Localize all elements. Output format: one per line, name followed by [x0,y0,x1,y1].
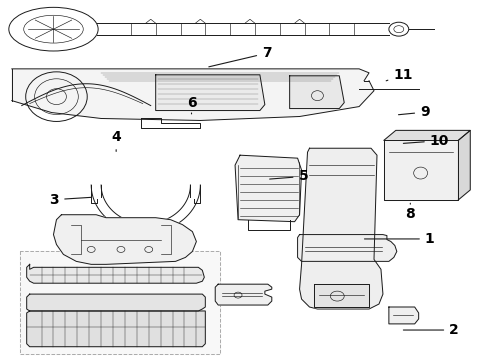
Polygon shape [384,140,458,200]
Polygon shape [26,264,204,283]
Polygon shape [26,294,205,311]
Polygon shape [315,284,369,307]
Polygon shape [20,251,220,354]
Polygon shape [26,311,205,347]
Text: 7: 7 [209,46,271,67]
Polygon shape [384,130,470,140]
Polygon shape [235,155,301,222]
Text: 4: 4 [111,130,121,152]
Polygon shape [12,69,374,121]
Text: 3: 3 [49,193,92,207]
Polygon shape [53,215,196,264]
Polygon shape [297,235,397,261]
Text: 6: 6 [187,96,196,114]
Text: 1: 1 [365,232,435,246]
Polygon shape [389,307,418,324]
Text: 10: 10 [403,134,449,148]
Polygon shape [156,75,265,111]
Polygon shape [290,76,344,109]
Polygon shape [299,148,383,309]
Text: 5: 5 [270,170,308,184]
Polygon shape [215,284,272,305]
Text: 11: 11 [386,68,413,82]
Text: 8: 8 [405,203,415,221]
Text: 2: 2 [403,323,459,337]
Polygon shape [458,130,470,200]
Text: 9: 9 [398,105,430,119]
